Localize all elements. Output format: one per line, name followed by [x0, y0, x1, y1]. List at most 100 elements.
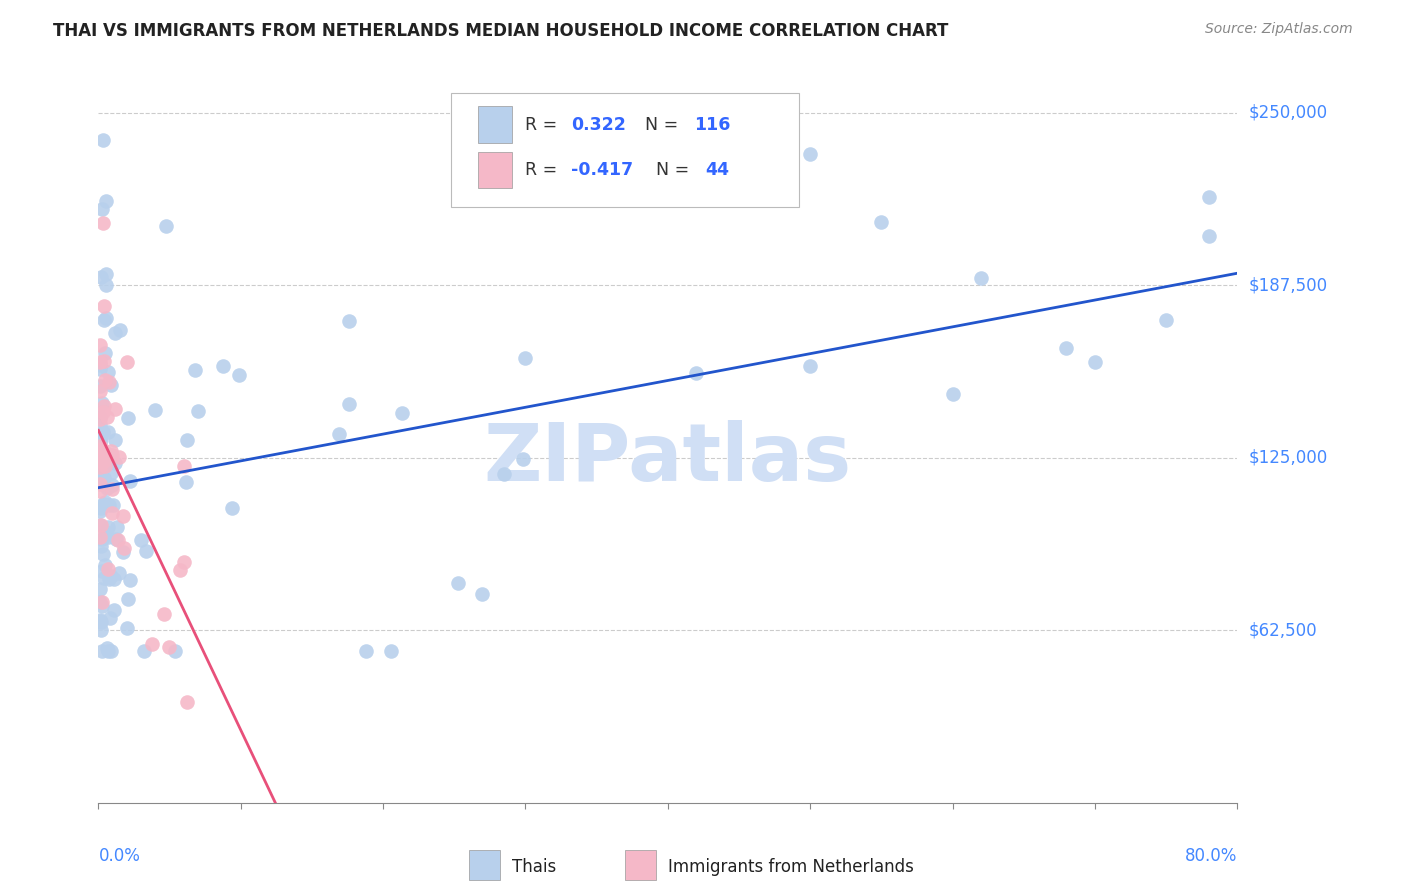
- Point: [1056, 341, 1078, 355]
- Point: [153, 607, 176, 621]
- Point: [117, 411, 139, 425]
- Text: -0.417: -0.417: [571, 161, 633, 179]
- Point: [91, 455, 114, 469]
- Point: [91, 442, 114, 456]
- Point: [221, 500, 243, 515]
- Point: [104, 533, 127, 547]
- Text: 116: 116: [695, 116, 731, 134]
- Point: [89, 358, 111, 372]
- Point: [1198, 190, 1220, 204]
- Point: [96, 640, 118, 655]
- Text: 44: 44: [706, 161, 730, 179]
- Text: ZIPatlas: ZIPatlas: [484, 420, 852, 498]
- Point: [100, 568, 122, 582]
- Text: R =: R =: [526, 116, 564, 134]
- Point: [89, 417, 111, 431]
- Point: [356, 644, 378, 658]
- Point: [494, 467, 516, 482]
- Point: [970, 270, 993, 285]
- Point: [157, 640, 180, 655]
- Point: [98, 572, 121, 586]
- Point: [100, 444, 122, 458]
- Point: [97, 425, 120, 440]
- Point: [93, 373, 115, 387]
- Text: Immigrants from Netherlands: Immigrants from Netherlands: [668, 858, 914, 876]
- Point: [129, 533, 152, 547]
- Text: $250,000: $250,000: [1249, 103, 1327, 122]
- Point: [96, 409, 118, 424]
- Bar: [478, 106, 512, 143]
- Point: [94, 495, 117, 509]
- Point: [100, 466, 122, 480]
- Point: [89, 483, 111, 498]
- Point: [101, 498, 124, 512]
- Point: [93, 471, 115, 485]
- Point: [512, 451, 534, 466]
- Point: [89, 595, 111, 609]
- Point: [115, 354, 138, 368]
- Point: [89, 434, 111, 449]
- Point: [91, 532, 114, 546]
- Point: [90, 615, 112, 630]
- Point: [94, 457, 117, 471]
- Point: [101, 478, 124, 492]
- Point: [111, 544, 134, 558]
- Point: [942, 386, 965, 401]
- Point: [103, 603, 125, 617]
- Point: [108, 323, 131, 337]
- Point: [96, 446, 118, 460]
- Point: [91, 404, 114, 418]
- Point: [90, 624, 112, 638]
- Point: [89, 450, 111, 464]
- Text: Thais: Thais: [512, 858, 557, 876]
- Point: [513, 351, 536, 366]
- Text: 0.0%: 0.0%: [98, 847, 141, 864]
- Point: [447, 576, 470, 591]
- Point: [101, 482, 124, 496]
- Point: [104, 326, 127, 340]
- Point: [98, 375, 121, 389]
- Point: [90, 501, 112, 516]
- Point: [97, 644, 120, 658]
- Text: N =: N =: [645, 161, 695, 179]
- Point: [91, 497, 114, 511]
- Point: [101, 448, 124, 462]
- Point: [89, 613, 111, 627]
- Point: [117, 592, 139, 607]
- Text: R =: R =: [526, 161, 564, 179]
- Point: [93, 313, 115, 327]
- Point: [111, 509, 134, 524]
- Point: [90, 269, 112, 284]
- Point: [94, 278, 117, 293]
- Point: [163, 644, 186, 658]
- Point: [380, 644, 402, 658]
- Point: [107, 533, 129, 547]
- Point: [90, 539, 112, 553]
- Point: [103, 457, 125, 471]
- Point: [96, 311, 118, 326]
- Point: [90, 595, 112, 609]
- Point: [97, 530, 120, 544]
- Point: [89, 460, 111, 475]
- Point: [391, 406, 413, 420]
- Point: [169, 563, 191, 577]
- Text: $125,000: $125,000: [1249, 449, 1327, 467]
- Point: [328, 426, 350, 441]
- Point: [96, 481, 118, 495]
- Point: [90, 471, 112, 485]
- Point: [97, 520, 120, 534]
- Point: [1154, 312, 1177, 326]
- Point: [108, 450, 131, 464]
- Point: [103, 434, 125, 448]
- Point: [1084, 355, 1107, 369]
- Point: [97, 366, 120, 380]
- Point: [176, 695, 198, 709]
- Point: [94, 194, 117, 208]
- Text: THAI VS IMMIGRANTS FROM NETHERLANDS MEDIAN HOUSEHOLD INCOME CORRELATION CHART: THAI VS IMMIGRANTS FROM NETHERLANDS MEDI…: [53, 22, 949, 40]
- Point: [174, 475, 197, 489]
- Point: [211, 359, 233, 374]
- Text: $187,500: $187,500: [1249, 277, 1327, 294]
- Point: [93, 399, 115, 413]
- FancyBboxPatch shape: [451, 94, 799, 207]
- Point: [141, 637, 163, 651]
